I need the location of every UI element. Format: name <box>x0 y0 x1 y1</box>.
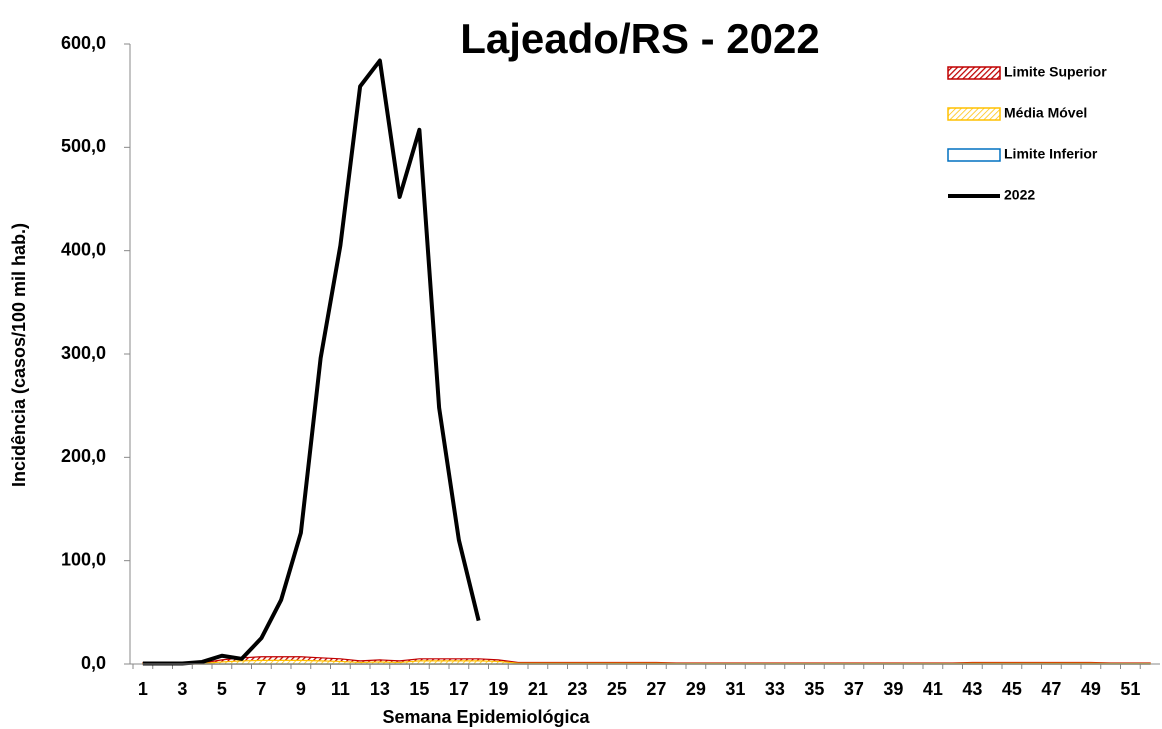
x-tick-label: 33 <box>765 679 785 699</box>
x-tick-label: 1 <box>138 679 148 699</box>
x-tick-label: 31 <box>725 679 745 699</box>
x-tick-label: 43 <box>962 679 982 699</box>
x-tick-label: 5 <box>217 679 227 699</box>
x-tick-label: 3 <box>177 679 187 699</box>
y-tick-label: 400,0 <box>61 239 106 259</box>
y-tick-label: 600,0 <box>61 33 106 53</box>
x-tick-label: 45 <box>1002 679 1022 699</box>
x-tick-label: 23 <box>567 679 587 699</box>
line <box>142 58 481 666</box>
x-tick-label: 17 <box>449 679 469 699</box>
legend-label: 2022 <box>1004 187 1035 203</box>
x-axis-label: Semana Epidemiológica <box>382 707 590 727</box>
area <box>142 659 1151 665</box>
x-tick-label: 7 <box>256 679 266 699</box>
x-tick-label: 39 <box>883 679 903 699</box>
x-tick-label: 49 <box>1081 679 1101 699</box>
y-tick-label: 100,0 <box>61 549 106 569</box>
legend-label: Limite Inferior <box>1004 146 1098 162</box>
legend-swatch <box>947 66 1001 80</box>
x-tick-label: 29 <box>686 679 706 699</box>
x-tick-label: 47 <box>1041 679 1061 699</box>
y-axis-label: Incidência (casos/100 mil hab.) <box>9 223 29 487</box>
y-tick-label: 300,0 <box>61 343 106 363</box>
legend-label: Limite Superior <box>1004 64 1107 80</box>
legend-swatch <box>947 107 1001 121</box>
x-tick-label: 21 <box>528 679 548 699</box>
x-tick-label: 37 <box>844 679 864 699</box>
x-tick-label: 35 <box>804 679 824 699</box>
legend-swatch <box>947 148 1001 162</box>
y-tick-label: 500,0 <box>61 136 106 156</box>
x-tick-label: 9 <box>296 679 306 699</box>
x-tick-label: 11 <box>331 679 350 699</box>
x-tick-label: 27 <box>646 679 666 699</box>
y-tick-label: 200,0 <box>61 446 106 466</box>
legend-label: Média Móvel <box>1004 105 1087 121</box>
y-tick-label: 0,0 <box>81 653 106 673</box>
x-tick-label: 51 <box>1120 679 1140 699</box>
x-tick-label: 13 <box>370 679 390 699</box>
x-tick-label: 41 <box>923 679 943 699</box>
x-tick-label: 25 <box>607 679 627 699</box>
chart-title: Lajeado/RS - 2022 <box>460 15 819 62</box>
x-tick-label: 15 <box>409 679 429 699</box>
x-tick-label: 19 <box>488 679 508 699</box>
